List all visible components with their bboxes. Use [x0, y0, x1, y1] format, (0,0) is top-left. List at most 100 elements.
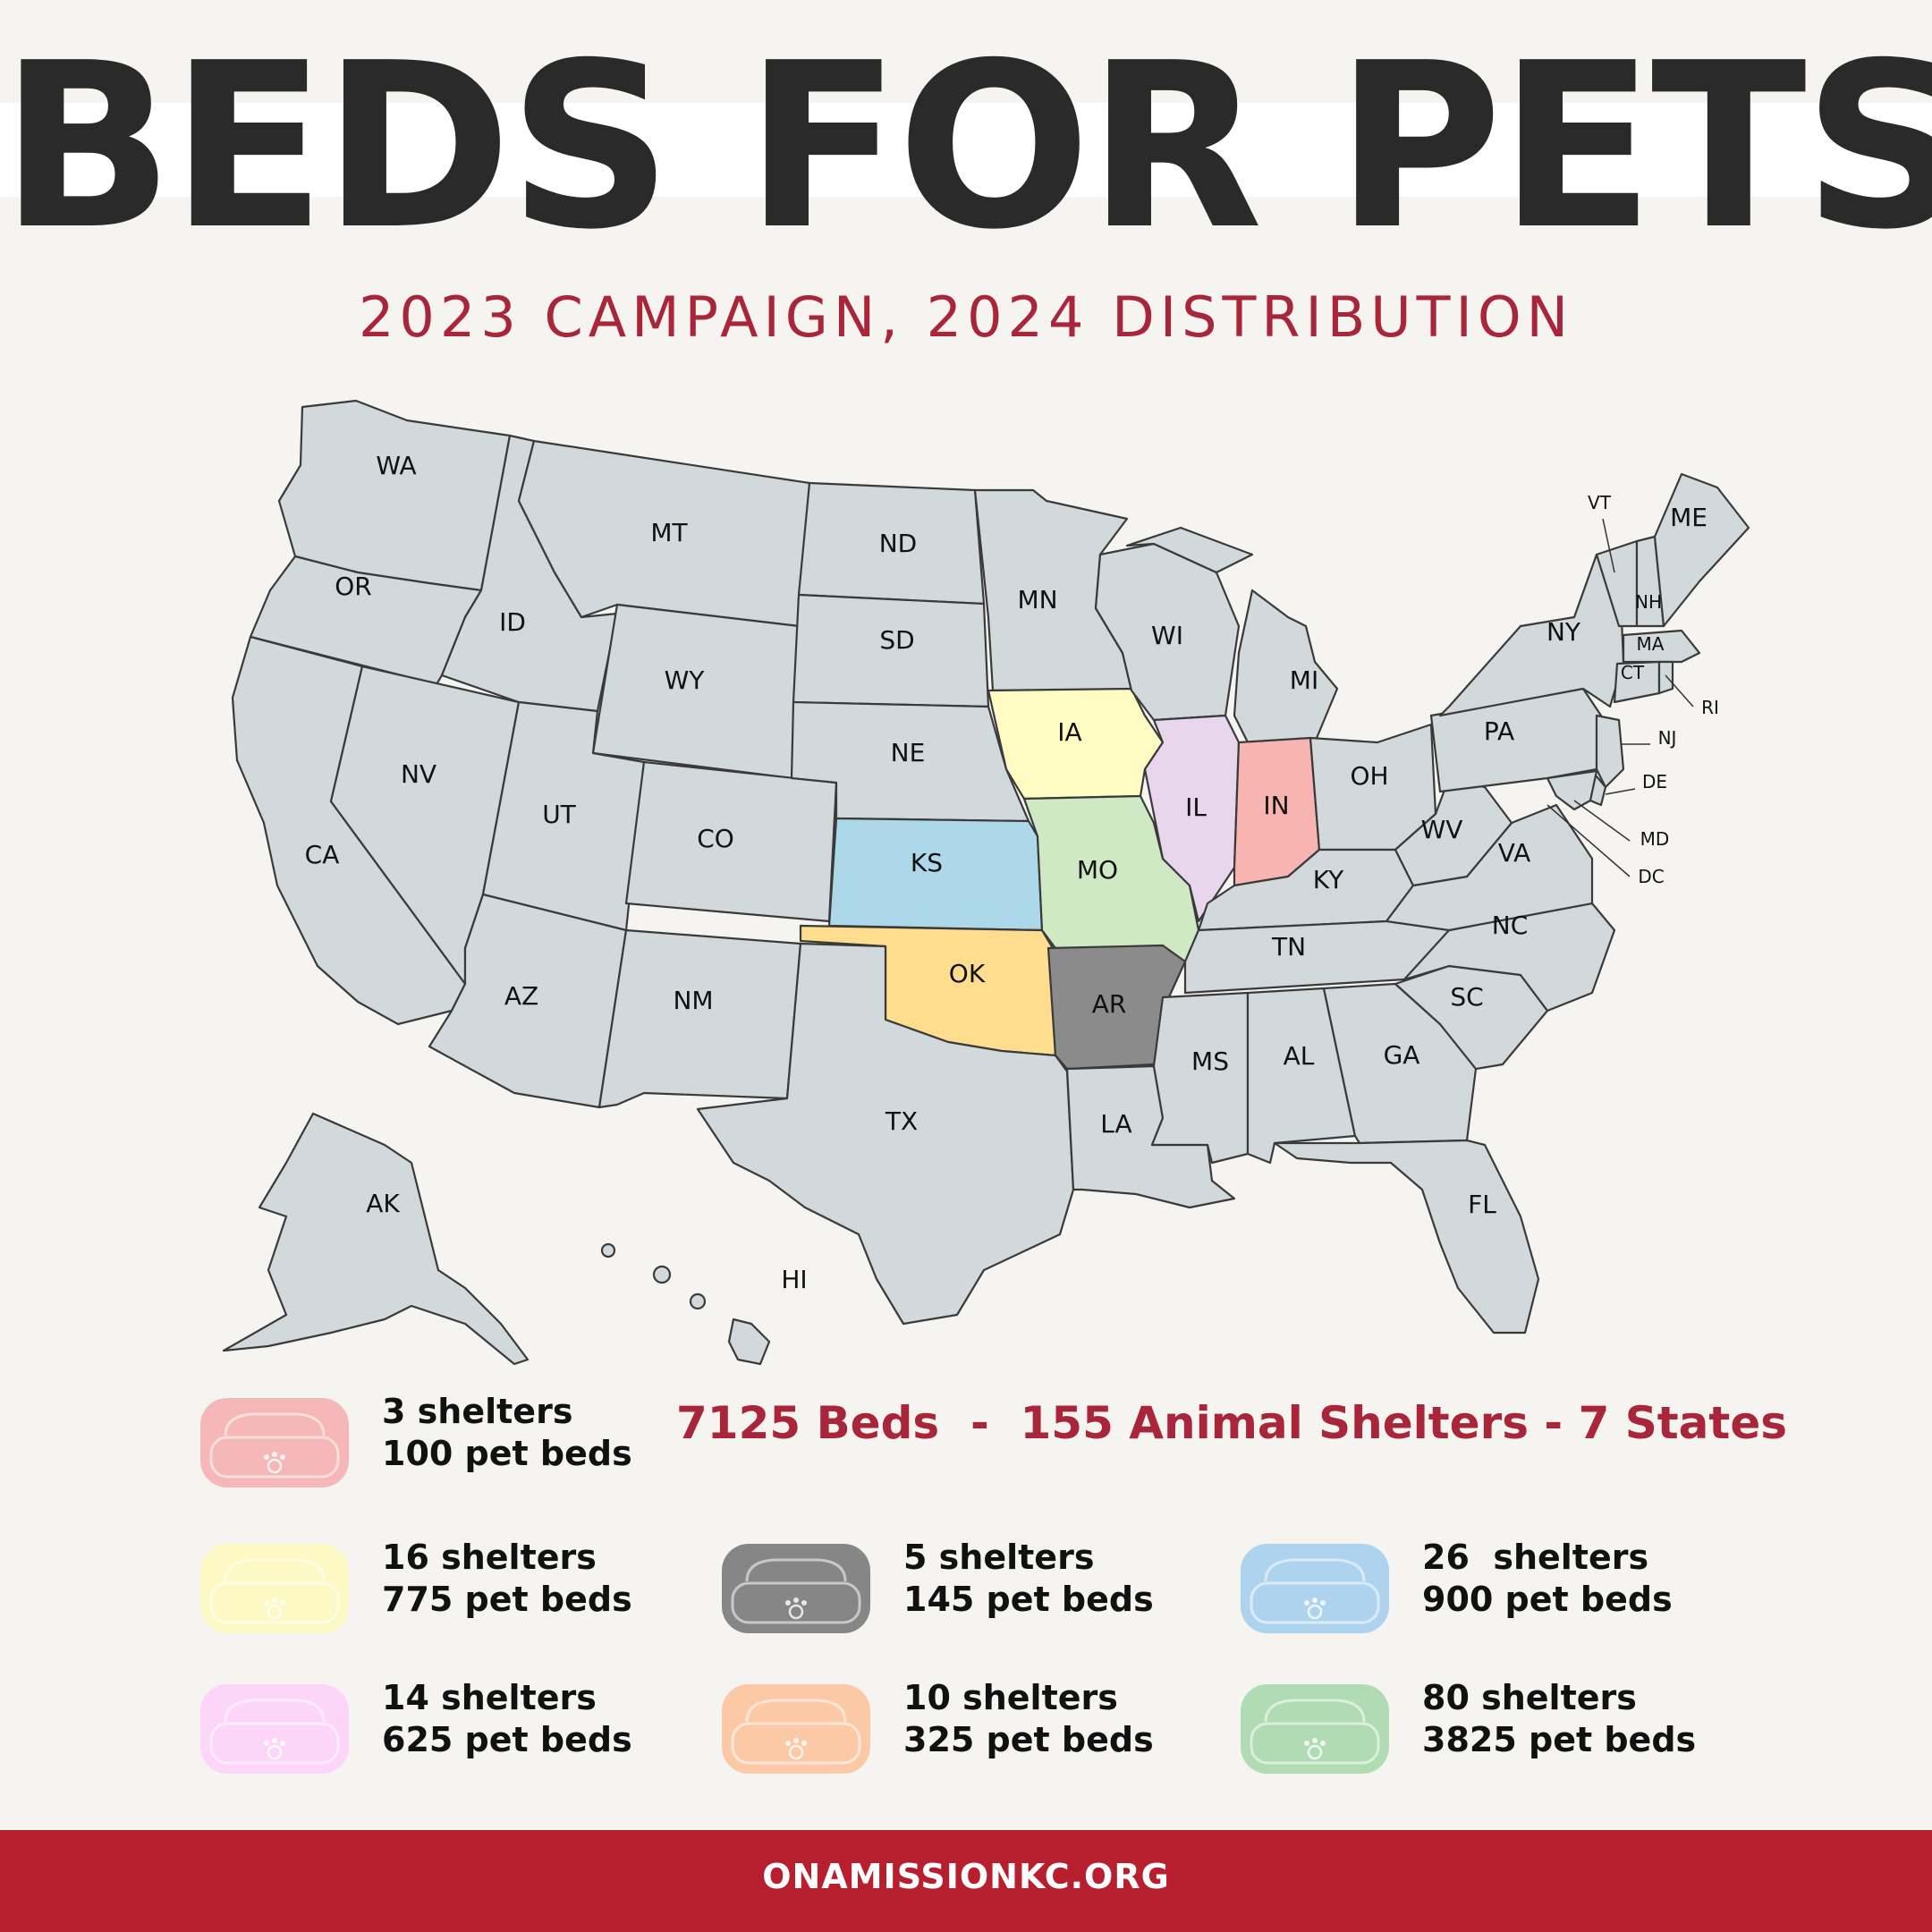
state-label-ny: NY: [1546, 617, 1581, 647]
state-label-or: OR: [335, 572, 372, 601]
state-ma: [1622, 629, 1701, 664]
state-label-la: LA: [1100, 1109, 1131, 1139]
state-il: [1143, 714, 1241, 923]
title-band: [0, 103, 1932, 197]
state-label-wa: WA: [376, 451, 416, 480]
legend-item: 26 shelters 900 pet beds: [1239, 1537, 1740, 1662]
state-label-nd: ND: [879, 529, 918, 558]
state-hi-isle-2: [652, 1265, 672, 1284]
state-mi: [1233, 589, 1339, 753]
state-nm: [597, 928, 802, 1109]
state-label-ak: AK: [366, 1189, 400, 1218]
state-label-dc: DC: [1638, 866, 1664, 887]
state-label-md: MD: [1640, 828, 1670, 850]
campaign-totals: 7125 Beds - 155 Animal Shelters - 7 Stat…: [676, 1397, 1787, 1449]
legend-beds: 625 pet beds: [382, 1720, 632, 1759]
state-label-sc: SC: [1450, 982, 1483, 1012]
legend-item: 3 shelters 100 pet beds: [199, 1391, 699, 1516]
legend-beds: 775 pet beds: [382, 1580, 632, 1619]
legend-shelters: 3 shelters: [382, 1392, 573, 1431]
state-ak: [222, 1112, 530, 1366]
state-label-vt: VT: [1588, 492, 1612, 513]
legend-shelters: 10 shelters: [903, 1678, 1118, 1717]
state-nj: [1595, 714, 1625, 789]
legend-item: 10 shelters 325 pet beds: [720, 1677, 1221, 1802]
state-label-ok: OK: [949, 959, 986, 988]
state-label-pa: PA: [1484, 716, 1514, 746]
state-label-tx: TX: [885, 1106, 918, 1136]
state-label-mt: MT: [650, 518, 688, 547]
state-label-in: IN: [1263, 791, 1289, 820]
legend-shelters: 80 shelters: [1422, 1678, 1637, 1717]
state-mi-upper: [1125, 526, 1254, 574]
state-label-nh: NH: [1635, 591, 1662, 613]
state-label-al: AL: [1284, 1041, 1315, 1071]
legend-beds: 145 pet beds: [903, 1580, 1154, 1619]
state-fl: [1273, 1139, 1540, 1335]
state-label-az: AZ: [504, 981, 538, 1011]
state-label-sd: SD: [879, 625, 914, 655]
legend-shelters: 26 shelters: [1422, 1538, 1649, 1577]
pet-bed-icon: [200, 1398, 349, 1487]
legend-beds: 900 pet beds: [1422, 1580, 1673, 1619]
pet-bed-icon: [200, 1544, 349, 1633]
state-label-ia: IA: [1057, 717, 1081, 747]
website-link[interactable]: ONAMISSIONKC.ORG: [762, 1857, 1170, 1896]
state-label-nj: NJ: [1658, 727, 1677, 749]
state-label-ky: KY: [1313, 865, 1344, 894]
state-hi: [727, 1318, 771, 1366]
pet-bed-icon: [722, 1684, 870, 1774]
state-hi-isle-1: [689, 1292, 707, 1310]
state-label-va: VA: [1498, 838, 1531, 868]
legend-beds: 3825 pet beds: [1422, 1720, 1697, 1759]
state-label-mi: MI: [1290, 665, 1318, 695]
state-label-me: ME: [1670, 503, 1707, 532]
state-label-mn: MN: [1017, 585, 1057, 614]
leader-lines: [1546, 518, 1694, 877]
state-label-nc: NC: [1492, 911, 1529, 940]
state-labels: WA OR CA NV ID MT WY UT AZ CO NM ND SD NE KS OK TX MN IA MO…: [305, 451, 1719, 1294]
state-label-ct: CT: [1621, 662, 1645, 683]
state-label-de: DE: [1642, 771, 1667, 792]
state-label-oh: OH: [1350, 761, 1388, 791]
state-label-mo: MO: [1077, 855, 1118, 885]
pet-bed-icon: [200, 1684, 349, 1774]
state-wv: [1394, 776, 1513, 887]
footer-bar: ONAMISSIONKC.ORG: [0, 1830, 1932, 1932]
state-label-tn: TN: [1271, 932, 1306, 962]
state-hi-isle-3: [600, 1242, 616, 1258]
us-map: WA OR CA NV ID MT WY UT AZ CO NM ND SD NE KS OK TX MN IA MO…: [222, 399, 1750, 1366]
state-md: [1546, 769, 1598, 811]
state-ri: [1657, 660, 1674, 695]
state-me: [1653, 472, 1750, 628]
pet-bed-icon: [1241, 1684, 1389, 1774]
state-label-ma: MA: [1637, 633, 1665, 655]
state-label-fl: FL: [1468, 1190, 1496, 1219]
state-label-ca: CA: [305, 840, 340, 869]
state-label-il: IL: [1185, 792, 1207, 822]
state-label-ar: AR: [1092, 989, 1127, 1019]
state-label-nv: NV: [401, 759, 436, 789]
pet-bed-icon: [722, 1544, 870, 1633]
state-label-wv: WV: [1421, 815, 1463, 844]
legend-item: 80 shelters 3825 pet beds: [1239, 1677, 1740, 1802]
legend-shelters: 14 shelters: [382, 1678, 597, 1717]
state-label-wi: WI: [1151, 621, 1183, 650]
legend-shelters: 5 shelters: [903, 1538, 1095, 1577]
state-label-co: CO: [697, 824, 734, 853]
legend-item: 14 shelters 625 pet beds: [199, 1677, 699, 1802]
legend-item: 5 shelters 145 pet beds: [720, 1537, 1221, 1662]
page-subtitle: 2023 CAMPAIGN, 2024 DISTRIBUTION: [358, 284, 1573, 350]
legend-item: 16 shelters 775 pet beds: [199, 1537, 699, 1662]
legend-shelters: 16 shelters: [382, 1538, 597, 1577]
legend-beds: 325 pet beds: [903, 1720, 1154, 1759]
state-label-ks: KS: [911, 848, 943, 877]
state-tx: [696, 942, 1075, 1326]
state-ms: [1150, 991, 1250, 1165]
state-label-ri: RI: [1701, 697, 1719, 718]
state-label-ga: GA: [1384, 1040, 1420, 1070]
state-label-ut: UT: [542, 800, 576, 829]
state-label-nm: NM: [673, 986, 713, 1015]
state-ny: [1438, 553, 1625, 717]
state-label-hi: HI: [781, 1265, 807, 1294]
